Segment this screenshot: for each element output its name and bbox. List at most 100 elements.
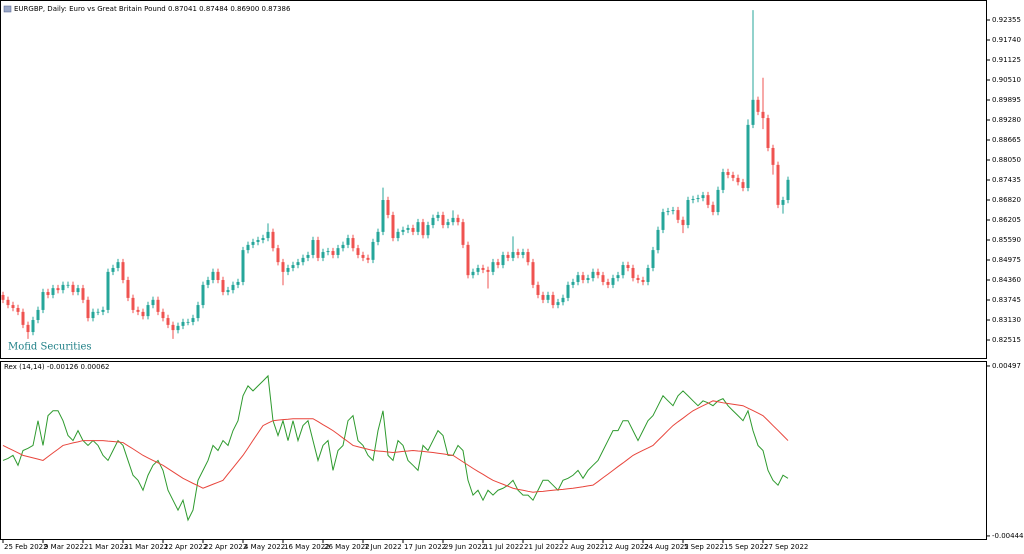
price-pane [0, 0, 987, 359]
x-tick-label: 26 May 2022 [324, 543, 370, 551]
candle-body [111, 267, 115, 272]
candle-body [621, 265, 625, 276]
candle-body [366, 257, 370, 260]
candle-body [251, 241, 255, 245]
candle-body [6, 299, 10, 306]
candle-body [676, 210, 680, 220]
candle-body [416, 222, 420, 232]
candle-body [291, 265, 295, 268]
candle-body [461, 222, 465, 245]
x-tick-label: 29 Jun 2022 [444, 543, 486, 551]
candle-body [181, 321, 185, 326]
candle-body [101, 309, 105, 312]
candle-body [426, 225, 430, 236]
x-tick-label: 21 Jul 2022 [524, 543, 564, 551]
candle-body [626, 265, 630, 268]
x-tick-label: 15 Sep 2022 [724, 543, 768, 551]
candle-body [176, 325, 180, 331]
candle-body [761, 111, 765, 119]
candle-body [201, 284, 205, 306]
candle-body [271, 231, 275, 249]
candle-body [711, 204, 715, 213]
y-tick-label: 0.88050 [992, 156, 1021, 164]
candle-body [536, 284, 540, 295]
candle-body [216, 271, 220, 281]
candle-body [186, 321, 190, 323]
candle-body [561, 297, 565, 303]
indicator-line [2, 374, 789, 522]
candle-body [211, 271, 215, 281]
candle-body [776, 164, 780, 205]
x-tick-label: 22 Apr 2022 [204, 543, 247, 551]
candle-body [136, 309, 140, 312]
x-tick-label: 17 Jun 2022 [404, 543, 446, 551]
candle-body [36, 309, 40, 321]
candle-body [151, 299, 155, 306]
candle-body [656, 229, 660, 251]
candle-body [301, 257, 305, 263]
candle-body [756, 99, 760, 112]
candle-body [531, 262, 535, 285]
candle-body [541, 294, 545, 300]
candle-body [161, 311, 165, 319]
candle-body [716, 189, 720, 213]
chart-title: EURGBP, Daily: Euro vs Great Britain Pou… [14, 5, 291, 13]
candle-body [131, 297, 135, 310]
candle-body [296, 262, 300, 266]
candle-body [331, 251, 335, 255]
x-tick-label: 5 Sep 2022 [684, 543, 724, 551]
candle-body [281, 262, 285, 272]
candle-body [141, 311, 145, 317]
candle-body [736, 177, 740, 183]
candle-body [521, 252, 525, 255]
candle-body [636, 278, 640, 281]
candle-body [596, 271, 600, 276]
candle-body [691, 199, 695, 201]
candle-body [51, 288, 55, 295]
candle-body [491, 262, 495, 272]
x-tick-label: 21 Mar 2022 [84, 543, 128, 551]
candle-body [706, 195, 710, 205]
candle-body [91, 311, 95, 319]
candle-body [66, 284, 70, 286]
candle-body [81, 288, 85, 300]
y-tick-label: 0.91740 [992, 36, 1021, 44]
candle-body [246, 244, 250, 251]
y-tick-label: 0.83745 [992, 296, 1021, 304]
candle-body [526, 252, 530, 263]
candle-body [21, 311, 25, 325]
candle-body [651, 250, 655, 268]
candle-body [361, 254, 365, 258]
candle-body [96, 311, 100, 313]
symbol-icon [3, 5, 12, 13]
candle-body [286, 267, 290, 272]
candle-body [421, 222, 425, 236]
candle-body [256, 240, 260, 242]
y-tick-label: 0.89280 [992, 116, 1021, 124]
candle-body [356, 248, 360, 255]
y-tick-label: 0.00497 [992, 362, 1021, 370]
y-tick-label: 0.86205 [992, 216, 1021, 224]
candle-body [321, 252, 325, 258]
x-tick-label: 4 May 2022 [244, 543, 285, 551]
x-tick-label: 7 Jun 2022 [364, 543, 402, 551]
candle-body [436, 214, 440, 218]
candle-body [611, 278, 615, 285]
x-tick-label: 12 Aug 2022 [604, 543, 649, 551]
candle-body [236, 281, 240, 285]
candle-body [391, 214, 395, 239]
candle-body [121, 262, 125, 281]
x-tick-label: 12 Apr 2022 [164, 543, 207, 551]
candle-body [486, 269, 490, 272]
candle-body [701, 195, 705, 199]
y-tick-label: 0.86820 [992, 196, 1021, 204]
candle-body [241, 250, 245, 282]
candle-body [16, 307, 20, 312]
candle-body [441, 214, 445, 226]
candle-body [431, 217, 435, 226]
y-tick-label: 0.90510 [992, 76, 1021, 84]
candle-body [171, 324, 175, 331]
y-tick-label: 0.92355 [992, 16, 1021, 24]
candle-body [86, 299, 90, 319]
y-tick-label: 0.85590 [992, 236, 1021, 244]
